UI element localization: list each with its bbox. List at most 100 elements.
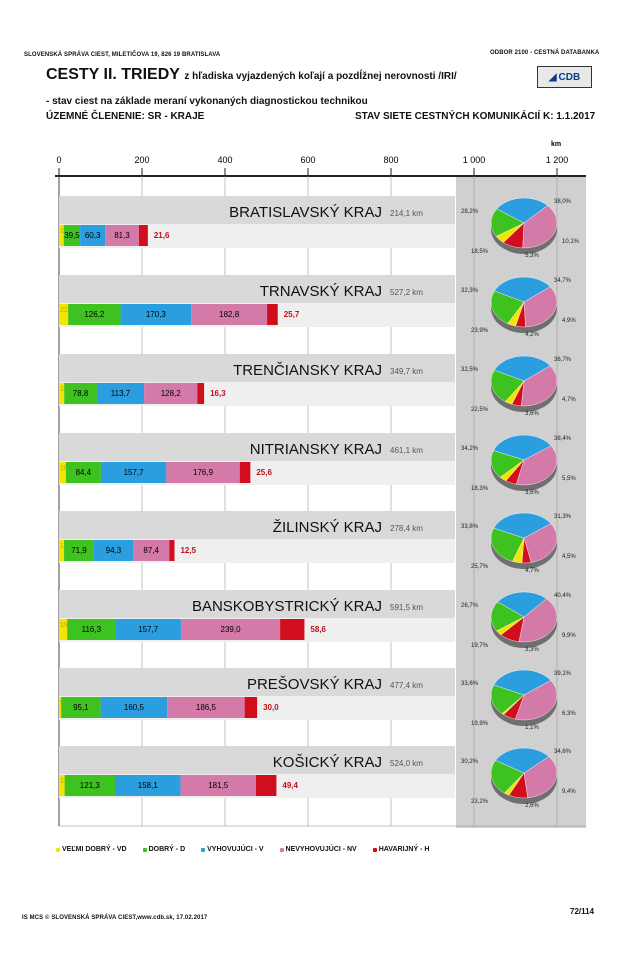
bar-segment-nv: [166, 462, 240, 483]
bar-label-d: 39,5: [64, 231, 80, 240]
region-name: TRENČIANSKY KRAJ: [233, 362, 382, 379]
legend-swatch: [279, 847, 284, 852]
bar-segment-nv: [105, 225, 139, 246]
region-band: [59, 275, 455, 303]
page-title: CESTY II. TRIEDY z hľadiska vyjazdených …: [46, 66, 457, 84]
x-tick-label: 800: [383, 155, 398, 165]
region-band: [59, 433, 455, 461]
pie-label-v: 32,3%: [461, 288, 479, 294]
pie-label-nv: 34,6%: [554, 749, 572, 755]
pie-label-nv: 38,0%: [554, 199, 572, 205]
bar-segment-vd: [59, 462, 66, 483]
department-label: ODBOR 2100 - CESTNÁ DATABANKA: [490, 50, 600, 56]
pie-label-h: 9,4%: [562, 789, 576, 795]
pie-label-vd: 3,6%: [525, 490, 539, 496]
bar-segment-vd: [59, 619, 68, 640]
bar-segment-h: [280, 619, 305, 640]
region-total: 461,1 km: [390, 446, 423, 455]
bar-segment-v: [115, 619, 181, 640]
x-tick-label: 400: [217, 155, 232, 165]
legend: VEĽMI DOBRÝ - VD DOBRÝ - D VYHOVUJÚCI - V N…: [56, 846, 445, 853]
bar-label-nv: 186,5: [196, 703, 217, 712]
pie-label-h: 4,9%: [562, 318, 576, 324]
pie-label-nv: 38,4%: [554, 436, 572, 442]
bar-label-h: 12,5: [180, 546, 196, 555]
pie-label-v: 32,5%: [461, 367, 479, 373]
pie-slice-nv: [515, 680, 558, 721]
region-name: NITRIANSKY KRAJ: [250, 441, 382, 458]
bar-label-d: 78,8: [73, 389, 89, 398]
pie-label-h: 6,3%: [562, 711, 576, 717]
pie-label-vd: 4,7%: [525, 568, 539, 574]
legend-item-vd: VEĽMI DOBRÝ - VD: [56, 846, 127, 853]
bar-segment-h: [255, 775, 277, 796]
region-name: ŽILINSKÝ KRAJ: [273, 519, 382, 536]
pie-label-vd: 2,6%: [525, 803, 539, 809]
bar-label-nv: 128,2: [161, 389, 182, 398]
pie-slice-d: [490, 684, 525, 714]
pie-slice-v: [497, 591, 547, 618]
pie-label-d: 23,9%: [471, 328, 489, 334]
region-total: 278,4 km: [390, 524, 423, 533]
pie-label-nv: 34,7%: [554, 278, 572, 284]
region-total: 477,4 km: [390, 681, 423, 690]
pie-label-nv: 36,7%: [554, 357, 572, 363]
pie-label-v: 28,2%: [461, 209, 479, 215]
bar-segment-v: [80, 225, 106, 246]
pie-label-h: 10,1%: [562, 239, 580, 245]
bar-segment-h: [239, 462, 251, 483]
bar-label-v: 94,3: [106, 546, 122, 555]
cdb-logo: ◢ CDB: [537, 66, 592, 88]
region-name: BANSKOBYSTRICKÝ KRAJ: [192, 598, 382, 615]
pie-label-vd: 5,3%: [525, 253, 539, 259]
bar-segment-nv: [133, 540, 170, 561]
pie-label-vd: 1,1%: [525, 725, 539, 731]
bar-segment-nv: [180, 619, 281, 640]
title-main: CESTY II. TRIEDY: [46, 66, 180, 83]
pie-label-vd: 3,6%: [525, 411, 539, 417]
region-total: 214,1 km: [390, 209, 423, 218]
x-tick-label: 200: [134, 155, 149, 165]
bar-segment-h: [267, 304, 278, 325]
bar-label-v: 157,7: [124, 468, 145, 477]
bar-label-d: 84,4: [76, 468, 92, 477]
bar-label-v: 160,5: [124, 703, 145, 712]
bar-segment-h: [197, 383, 205, 404]
bar-segment-nv: [180, 775, 256, 796]
pie-panel: [456, 176, 586, 828]
pie-slice-nv: [515, 445, 558, 486]
pie-label-h: 9,9%: [562, 633, 576, 639]
bar-label-d: 116,3: [82, 625, 102, 634]
bar-segment-vd: [59, 697, 62, 718]
bar-segment-v: [100, 697, 168, 718]
bar-segment-vd: [59, 540, 65, 561]
organization-address: SLOVENSKÁ SPRÁVA CIEST, MILETIČOVA 19, 8…: [24, 52, 221, 58]
legend-item-h: HAVARIJNÝ - H: [372, 846, 429, 853]
pie-slice-v: [496, 197, 548, 224]
bar-segment-d: [67, 619, 116, 640]
pie-slice-v: [493, 434, 552, 461]
bar-label-v: 170,3: [146, 310, 167, 319]
pie-label-v: 26,7%: [461, 603, 479, 609]
bar-label-h: 16,3: [210, 389, 226, 398]
legend-label: VYHOVUJÚCI - V: [207, 846, 264, 853]
region-total: 524,0 km: [390, 759, 423, 768]
region-band: [59, 746, 455, 774]
pie-slice-nv: [523, 286, 558, 328]
pie-label-d: 23,2%: [471, 799, 489, 805]
bar-label-v: 157,7: [138, 625, 159, 634]
legend-label: NEVYHOVUJÚCI - NV: [285, 846, 357, 853]
bar-segment-h: [138, 225, 148, 246]
pie-slice-d: [490, 290, 525, 324]
legend-item-nv: NEVYHOVUJÚCI - NV: [279, 846, 357, 853]
pie-label-d: 19,9%: [471, 721, 489, 727]
x-tick-label: 1 000: [463, 155, 486, 165]
bar-segment-v: [120, 304, 192, 325]
pie-label-v: 33,8%: [461, 524, 479, 530]
bar-segment-d: [64, 775, 115, 796]
bar-segment-d: [64, 383, 97, 404]
pie-slice-d: [490, 450, 525, 478]
pie-slice-nv: [523, 756, 558, 799]
bar-segment-d: [61, 697, 101, 718]
